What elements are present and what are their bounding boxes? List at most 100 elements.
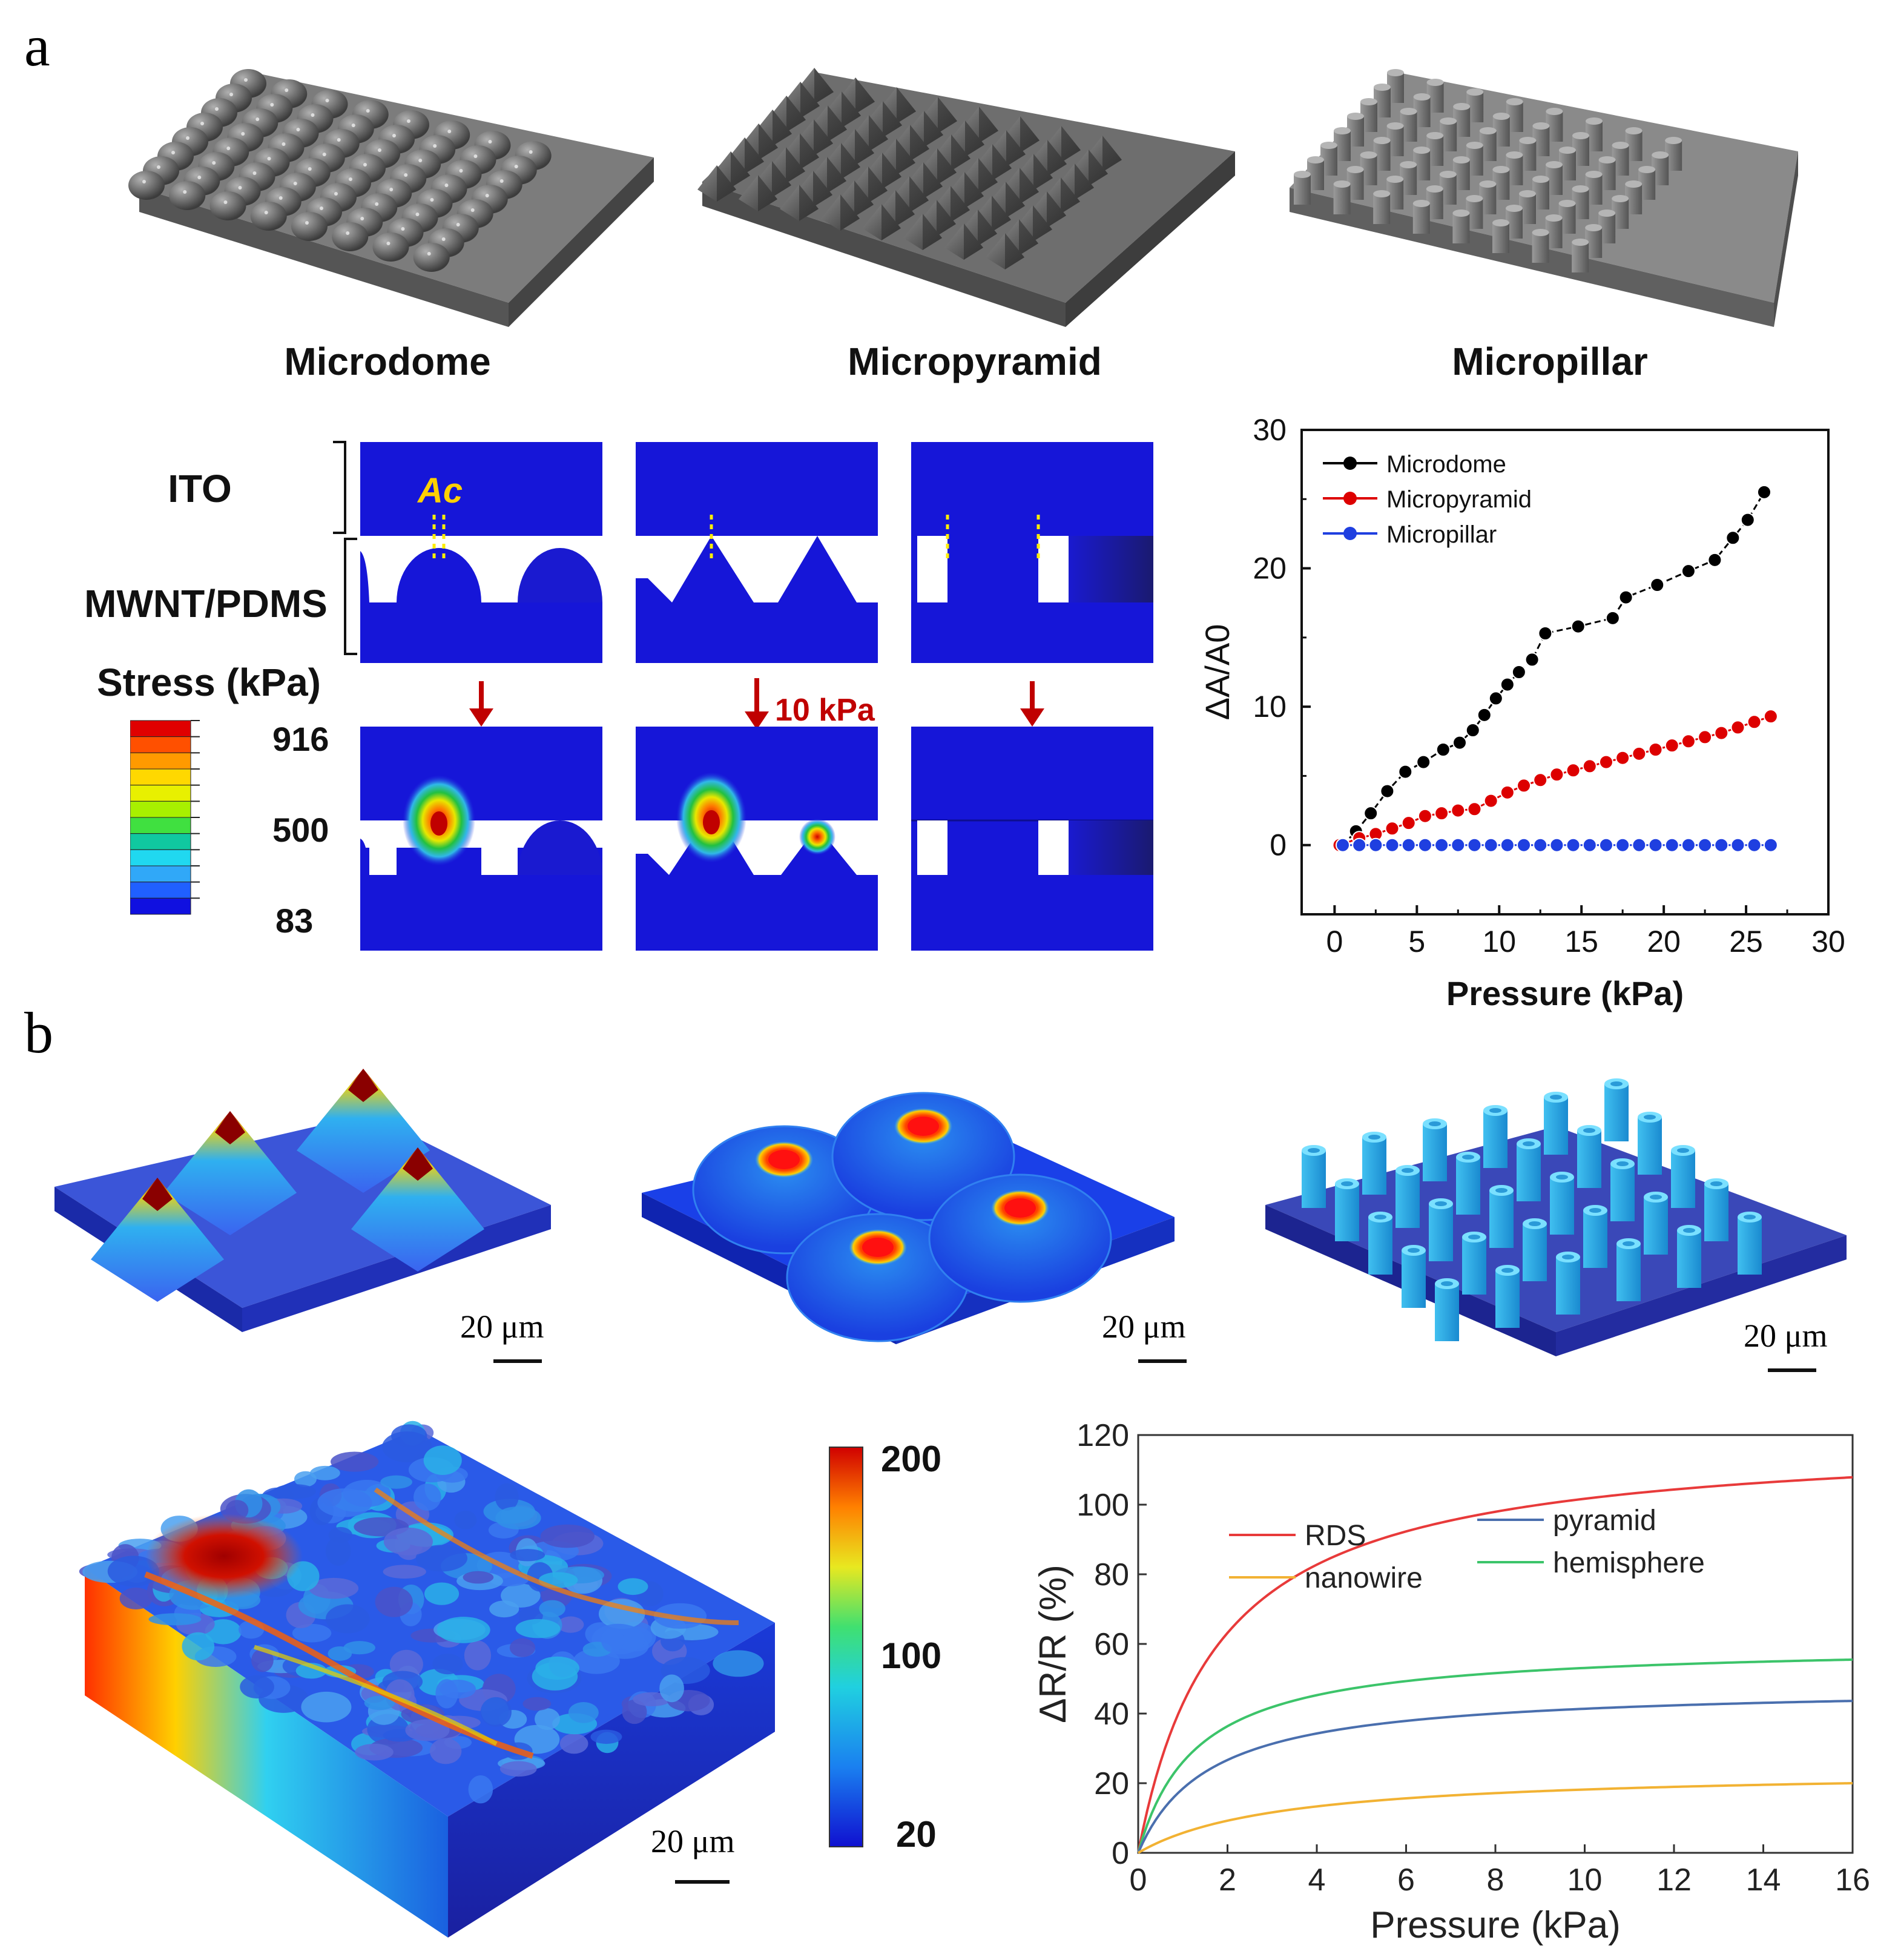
pillar-stress-hole: [1529, 1221, 1541, 1226]
dome-highlight: [444, 183, 449, 187]
dome-bump: [128, 171, 165, 200]
pillar-top: [1572, 239, 1589, 246]
chart1-data-point: [1452, 735, 1467, 750]
pillar-stress-body: [1335, 1184, 1359, 1241]
surface-asperity: [437, 1617, 490, 1643]
chart1-xtick-label: 25: [1729, 925, 1763, 959]
pillar-stress-render: [1265, 1078, 1847, 1356]
chart1-data-point: [1488, 691, 1503, 706]
pyramid-shade: [883, 101, 902, 137]
pillar-stress-hole: [1374, 1215, 1386, 1219]
pillar-body: [1532, 233, 1549, 263]
chart1-data-point: [1511, 665, 1526, 679]
stress-color-step: [130, 817, 191, 834]
pillar-body: [1333, 184, 1351, 214]
dome-highlight: [499, 179, 504, 183]
chart2-xtick-label: 12: [1656, 1863, 1692, 1898]
surface-asperity: [429, 1738, 462, 1764]
pyramid-shade: [814, 119, 833, 156]
pillar-top: [1585, 171, 1603, 178]
chart1-ytick-label: 0: [1270, 828, 1287, 862]
chart-contact-area: 0 5 10 15 20 25 30 0 10 20 30 Microdome Micropyrami…: [1199, 413, 1845, 1012]
dome-highlight: [406, 119, 410, 123]
pillar-stress-body: [1644, 1197, 1668, 1255]
chart2-xtick-label: 10: [1567, 1863, 1603, 1898]
chart1-data-point: [1681, 564, 1696, 579]
pillar-top: [1479, 127, 1497, 134]
chart1-data-point: [1598, 837, 1613, 853]
pillar-top: [1440, 117, 1457, 125]
surface-asperity: [713, 1650, 764, 1677]
pillar-stress-hole: [1623, 1241, 1635, 1246]
chart1-data-point: [1549, 767, 1564, 782]
pillar-stress-body: [1462, 1237, 1486, 1295]
pillar-stress-body: [1429, 1204, 1453, 1261]
surface-asperity: [292, 1623, 332, 1643]
pillar-stress-hole: [1562, 1255, 1574, 1259]
pillar-stress-hole: [1468, 1235, 1480, 1239]
surface-asperity: [464, 1640, 492, 1671]
pyramid-shade: [938, 97, 957, 133]
dome-highlight: [183, 190, 187, 194]
stress-tick-min: 83: [275, 902, 313, 940]
surface-asperity: [557, 1616, 584, 1633]
dome-highlight: [447, 130, 452, 133]
chart1-data-point: [1570, 619, 1586, 634]
dome-highlight: [488, 140, 492, 144]
chart1-data-point: [1434, 806, 1449, 821]
chart1-xtick-label: 30: [1811, 925, 1845, 959]
pillar-top: [1412, 200, 1430, 207]
chart1-data-point: [1681, 837, 1696, 853]
pyramid-shade: [717, 165, 736, 202]
scale-bar-1: [493, 1359, 542, 1363]
pyramid-shade: [1020, 116, 1040, 153]
surface-asperity: [568, 1702, 599, 1723]
dome-highlight: [375, 202, 379, 206]
pillar-top: [1598, 156, 1616, 163]
caption-micropyramid: Micropyramid: [848, 340, 1102, 383]
load-arrows: [469, 678, 1044, 730]
pyramid-shade: [842, 91, 861, 128]
pyramid-shade: [1006, 130, 1026, 167]
contact-area-label: Ac: [417, 471, 463, 510]
surface-asperity: [375, 1586, 413, 1617]
chart1-ytick-label: 30: [1253, 413, 1287, 447]
microdome-rendering: [128, 69, 654, 327]
dome-highlight: [415, 213, 420, 216]
chart2-xtick-label: 14: [1746, 1863, 1781, 1898]
pyramid-stress-bump: [351, 1147, 484, 1272]
chart1-data-point: [1664, 837, 1679, 853]
surface-asperity: [383, 1565, 426, 1579]
pyramid-shade: [786, 147, 805, 183]
pyramid-shade: [800, 82, 820, 118]
chart1-data-point: [1714, 725, 1729, 741]
surface-asperity: [489, 1600, 519, 1618]
dome-highlight: [255, 117, 260, 121]
chart1-data-point: [1549, 837, 1564, 853]
pillar-stress-body: [1583, 1210, 1607, 1268]
surface-asperity: [480, 1697, 512, 1727]
pillar-stress-body: [1577, 1130, 1601, 1188]
surface-asperity: [317, 1488, 372, 1517]
pillar-stress-body: [1704, 1184, 1728, 1241]
chart1-data-point: [1618, 590, 1633, 605]
chart1-data-point: [1363, 806, 1379, 821]
surface-asperity: [380, 1475, 412, 1489]
chart2-ytick-label: 0: [1112, 1836, 1129, 1871]
dome-highlight: [459, 169, 463, 173]
surface-asperity: [325, 1604, 370, 1634]
surface-asperity: [364, 1695, 395, 1711]
pillar-stress-body: [1435, 1284, 1459, 1341]
chart1-data-point: [1566, 763, 1581, 778]
pillar-top: [1638, 166, 1656, 173]
dome-highlight: [293, 182, 297, 185]
surface-asperity: [294, 1471, 317, 1487]
pillar-top: [1373, 137, 1391, 144]
pillar-stress-body: [1550, 1177, 1574, 1235]
surface-asperity: [622, 1699, 647, 1724]
chart2-series-line: [1138, 1782, 1853, 1854]
surface-asperity: [343, 1641, 375, 1655]
surface-asperity: [240, 1675, 274, 1699]
chart1-data-point: [1335, 837, 1350, 853]
surface-asperity: [499, 1761, 537, 1777]
